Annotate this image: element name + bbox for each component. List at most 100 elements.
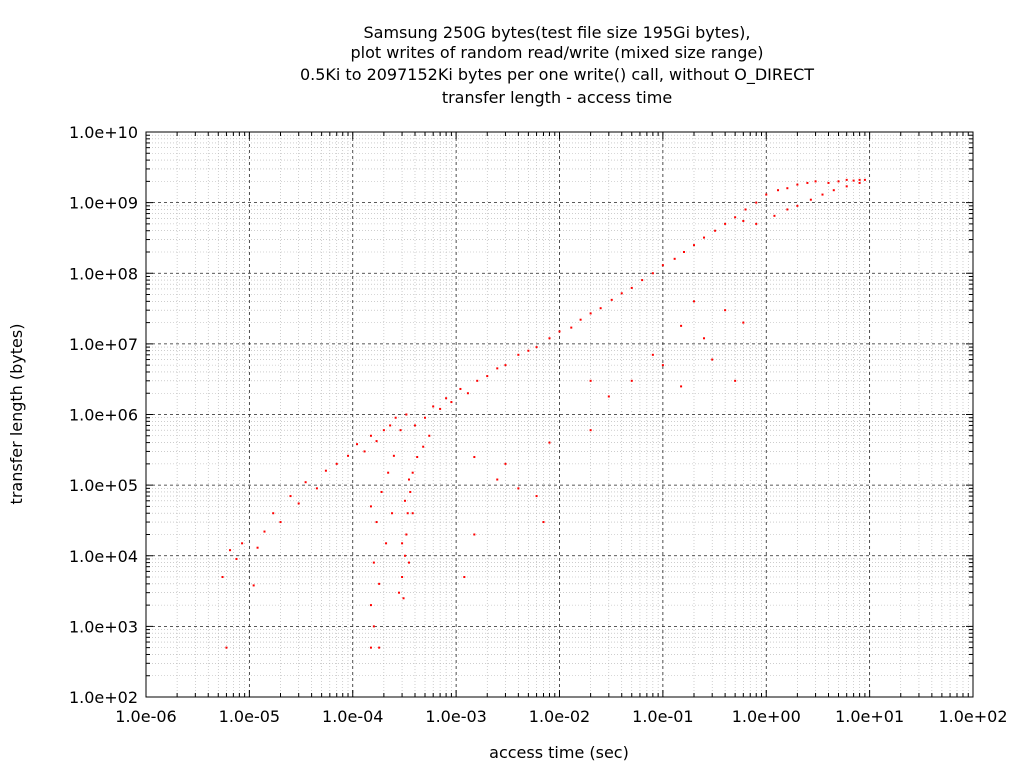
data-point [324,469,327,472]
data-point [858,181,861,184]
data-point [372,561,375,564]
data-point [463,576,466,579]
data-point [394,416,397,419]
data-point [382,429,385,432]
data-point [315,487,318,490]
data-point [680,324,683,327]
data-point [535,495,538,498]
data-point [407,478,410,481]
data-point [852,179,855,182]
data-point [369,434,372,437]
data-point [692,244,695,247]
data-point [402,597,405,600]
data-point [378,582,381,585]
data-point [407,561,410,564]
data-point [399,429,402,432]
data-point [422,445,425,448]
data-point [542,521,545,524]
data-point [392,454,395,457]
data-point [428,434,431,437]
data-point [777,189,780,192]
data-point [409,490,412,493]
data-point [724,222,727,225]
data-point [476,379,479,382]
data-point [279,521,282,524]
data-point [724,309,727,312]
data-point [375,440,378,443]
data-point [432,405,435,408]
data-point [241,542,244,545]
data-point [403,499,406,502]
data-point [403,554,406,557]
data-point [289,495,292,498]
data-point [535,346,538,349]
data-point [589,312,592,315]
data-point [610,298,613,301]
data-point [845,185,848,188]
data-point [416,456,419,459]
x-tick-label: 1.0e-01 [632,707,693,726]
data-point [335,462,338,465]
data-point [229,549,232,552]
y-tick-label: 1.0e+07 [69,335,138,354]
data-point [221,576,224,579]
data-point [372,625,375,628]
title-line-2: plot writes of random read/write (mixed … [351,43,764,62]
data-point [651,353,654,356]
y-tick-label: 1.0e+06 [69,406,138,425]
data-point [570,326,573,329]
data-point [744,208,747,211]
x-tick-label: 1.0e+02 [938,707,1007,726]
data-point [263,530,266,533]
data-point [473,533,476,536]
title-line-4: transfer length - access time [442,88,672,107]
data-point [765,193,768,196]
data-point [391,512,394,515]
y-tick-label: 1.0e+10 [69,123,138,142]
data-point [673,257,676,260]
data-point [445,397,448,400]
data-point [814,180,817,183]
data-point [369,604,372,607]
data-point [225,646,228,649]
data-point [755,222,758,225]
data-point [821,193,824,196]
data-point [450,401,453,404]
data-point [405,533,408,536]
x-axis-label: access time (sec) [489,743,629,762]
data-point [806,181,809,184]
data-point [589,429,592,432]
data-point [411,512,414,515]
data-point [466,392,469,395]
x-tick-labels: 1.0e-06 1.0e-05 1.0e-04 1.0e-03 1.0e-02 1.0e-… [115,707,1007,726]
data-points [221,178,866,649]
data-point [517,353,520,356]
data-point [405,413,408,416]
data-point [786,208,789,211]
y-tick-label: 1.0e+08 [69,264,138,283]
data-point [661,364,664,367]
y-tick-label: 1.0e+04 [69,547,138,566]
data-point [734,216,737,219]
data-point [703,236,706,239]
data-point [845,178,848,181]
data-point [827,181,830,184]
grid [145,131,974,698]
x-tick-label: 1.0e-02 [529,707,590,726]
data-point [796,183,799,186]
chart-title: Samsung 250G bytes(test file size 195Gi … [300,23,814,107]
y-tick-label: 1.0e+03 [69,617,138,636]
data-point [630,286,633,289]
data-point [304,481,307,484]
data-point [832,189,835,192]
data-point [473,456,476,459]
x-tick-label: 1.0e-06 [115,707,176,726]
data-point [380,490,383,493]
title-line-1: Samsung 250G bytes(test file size 195Gi … [364,23,751,42]
data-point [256,546,259,549]
data-point [369,505,372,508]
data-point [858,178,861,181]
x-tick-label: 1.0e+01 [835,707,904,726]
data-point [496,478,499,481]
